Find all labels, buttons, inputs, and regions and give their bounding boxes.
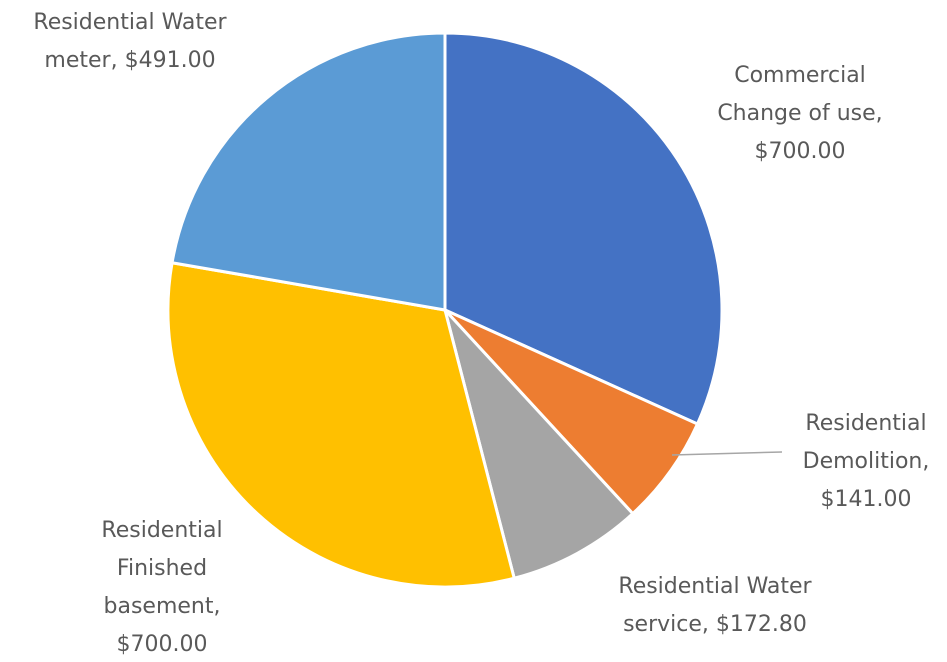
pie-slice [443, 308, 635, 580]
slice-value: $141.00 [820, 487, 912, 512]
slice-category: Residential Water service, [618, 574, 812, 637]
slice-value: $700.00 [754, 139, 846, 164]
pie-slice [443, 31, 724, 426]
data-label: Residential Water meter, $491.00 [0, 4, 260, 80]
data-label: Residential Demolition, $141.00 [791, 405, 941, 519]
data-label: Residential Water service, $172.80 [585, 568, 845, 644]
data-label: Residential Finished basement, $700.00 [87, 512, 237, 662]
slice-value: $700.00 [116, 632, 208, 657]
slice-category: Commercial Change of use, [717, 63, 883, 126]
slice-category: Residential Water meter, [33, 10, 227, 73]
pie-slice [170, 31, 447, 312]
slice-category: Residential Finished basement, [101, 518, 223, 619]
slice-value: $172.80 [715, 612, 807, 637]
slice-category: Residential Demolition, [802, 411, 930, 474]
slice-value: $491.00 [124, 48, 216, 73]
leader-line [671, 451, 783, 456]
pie-slice [443, 308, 699, 516]
pie-slice [166, 261, 516, 589]
data-label: Commercial Change of use, $700.00 [695, 57, 905, 171]
